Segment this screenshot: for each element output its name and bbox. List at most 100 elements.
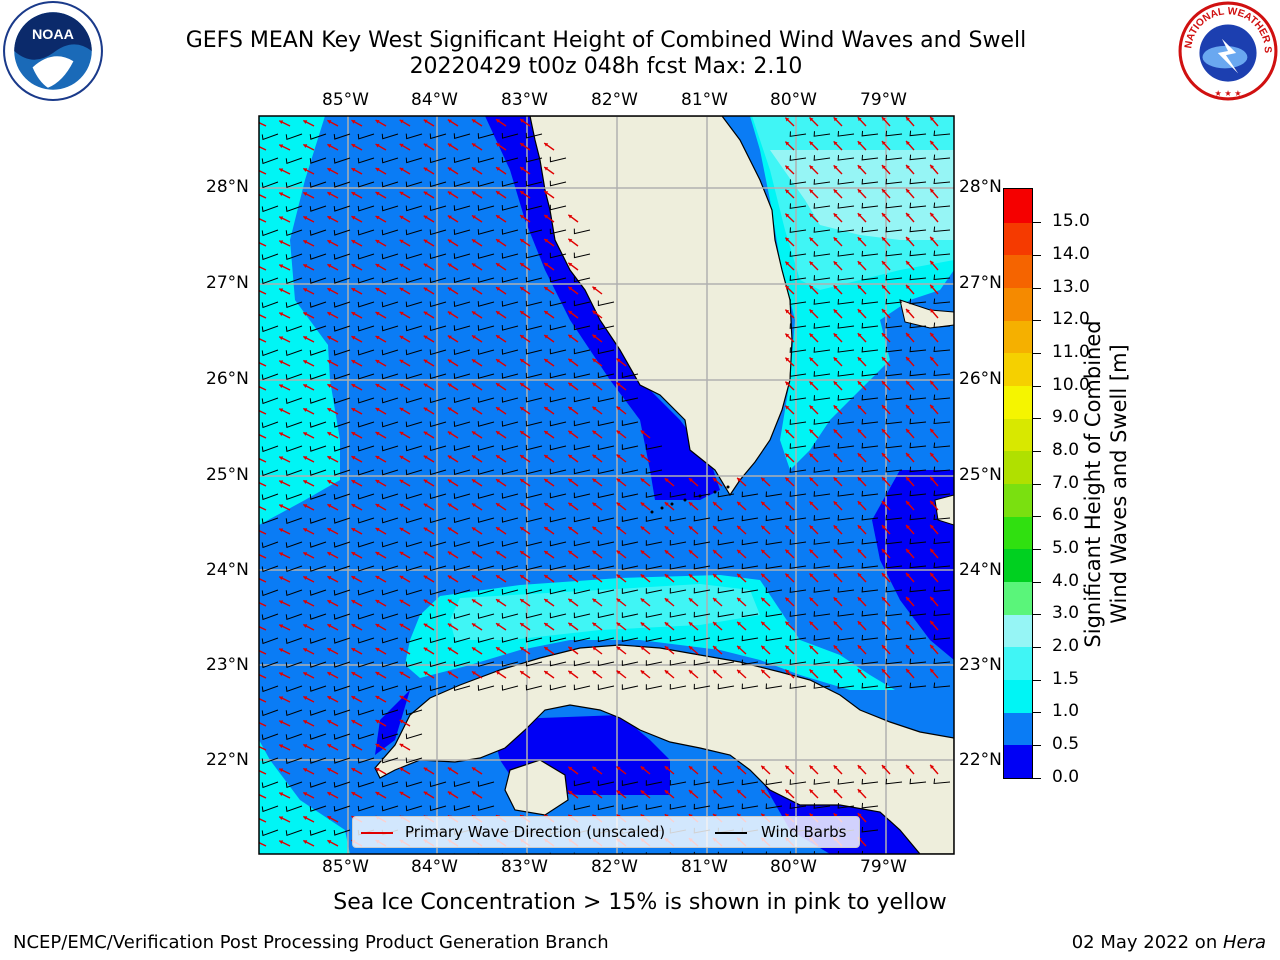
wave-direction-arrowhead (375, 383, 380, 388)
wave-direction-arrowhead (785, 429, 790, 434)
wind-barb (453, 253, 471, 259)
wind-barb (885, 178, 903, 185)
wave-direction-arrowhead (471, 407, 476, 412)
wave-direction-arrowhead (351, 432, 356, 436)
wave-direction-arrowhead (785, 597, 790, 602)
wind-barb (333, 277, 351, 284)
wave-direction-arrowhead (761, 501, 766, 506)
wind-barb (909, 442, 927, 449)
wave-direction-arrowhead (568, 262, 573, 267)
wind-barb (645, 804, 663, 810)
wave-direction-arrowhead (785, 117, 790, 122)
wave-direction-arrowhead (399, 599, 404, 604)
wind-barb (573, 372, 591, 379)
wind-barb (429, 181, 447, 188)
wind-barb (765, 683, 783, 690)
wave-direction-arrowhead (857, 237, 862, 242)
wave-direction-arrowhead (930, 452, 934, 457)
wave-direction-arrowhead (423, 335, 428, 340)
wave-direction-arrowhead (303, 696, 308, 700)
map-frame (258, 115, 955, 855)
wave-direction-arrowhead (303, 720, 308, 724)
wave-direction-arrowhead (761, 765, 766, 770)
wave-direction-arrowhead (399, 479, 404, 484)
colorbar-tick-label: 10.0 (1052, 374, 1090, 395)
wave-direction-arrowhead (520, 191, 525, 195)
wind-barb (885, 394, 903, 401)
wave-direction-arrowhead (809, 405, 814, 410)
wave-direction-arrowhead (327, 264, 332, 268)
wind-barb (525, 396, 543, 403)
wave-direction-arrowhead (496, 671, 501, 675)
wind-barb (885, 346, 903, 353)
wind-barb (621, 492, 639, 498)
wave-direction-arrowhead (423, 287, 428, 292)
wave-direction-arrowhead (785, 477, 790, 482)
wind-barb (381, 325, 399, 332)
wind-barb (309, 541, 327, 548)
wave-direction-arrowhead (327, 288, 332, 292)
wave-direction-arrowhead (930, 380, 934, 385)
wave-direction-arrowhead (375, 695, 380, 700)
wind-barb (789, 203, 807, 209)
wave-direction-arrowhead (520, 623, 525, 627)
wave-direction-arrowhead (881, 309, 886, 314)
wave-direction-arrowhead (616, 598, 621, 603)
svg-text:NOAA: NOAA (32, 27, 74, 43)
wave-direction-arrowhead (279, 672, 284, 677)
wind-barb (333, 637, 351, 644)
wind-barb (549, 180, 567, 187)
wave-direction-arrowhead (930, 596, 934, 601)
wind-barb (261, 805, 279, 813)
wave-direction-arrowhead (568, 526, 573, 531)
wind-barb (909, 274, 927, 281)
wind-barb (285, 541, 303, 548)
wind-barb (933, 634, 951, 641)
wave-direction-arrowhead (303, 768, 308, 772)
wave-direction-arrowhead (375, 503, 380, 508)
wind-barb (837, 419, 855, 425)
wave-direction-arrowhead (809, 165, 814, 170)
wind-barb (669, 516, 687, 522)
wind-barb (357, 637, 375, 644)
wind-barb (429, 373, 447, 380)
wind-barb (645, 540, 663, 546)
wind-barb (549, 348, 567, 355)
wave-direction-arrowhead (881, 261, 886, 266)
wind-barb (717, 683, 735, 690)
wave-direction-arrowhead (809, 213, 814, 218)
wave-direction-arrowhead (520, 527, 525, 531)
wave-direction-arrow (259, 769, 267, 775)
noaa-logo: NOAA (3, 1, 103, 101)
wind-barb (261, 733, 279, 741)
wind-barb (861, 562, 879, 569)
wind-barb (549, 492, 567, 499)
wind-barb (309, 301, 327, 308)
colorbar-tick-label: 6.0 (1052, 505, 1080, 526)
wave-direction-arrowhead (833, 453, 838, 458)
wave-direction-arrowhead (640, 574, 645, 579)
wind-barb (573, 684, 591, 691)
wave-direction-arrow (259, 817, 267, 823)
wind-barb (549, 444, 567, 451)
wind-barb (645, 564, 663, 570)
wind-barb (861, 778, 879, 785)
wave-direction-arrowhead (375, 191, 380, 196)
wave-direction-arrowhead (568, 286, 573, 291)
wave-direction-arrowhead (423, 767, 428, 772)
wave-direction-arrow (259, 337, 267, 343)
wind-barb (357, 421, 375, 428)
wind-barb (693, 683, 711, 690)
wave-direction-arrowhead (447, 455, 452, 460)
wave-direction-arrowhead (568, 502, 573, 507)
wind-barb (813, 131, 831, 137)
wave-direction-arrowhead (375, 335, 380, 340)
wind-barb (405, 637, 423, 644)
wind-barb (405, 181, 423, 188)
wind-barb (405, 229, 423, 236)
wave-direction-arrowhead (399, 383, 404, 388)
wave-direction-arrowhead (785, 405, 790, 410)
wind-barb (429, 421, 447, 428)
wind-barb (789, 491, 807, 497)
lon-tick-top: 82°W (591, 90, 638, 110)
